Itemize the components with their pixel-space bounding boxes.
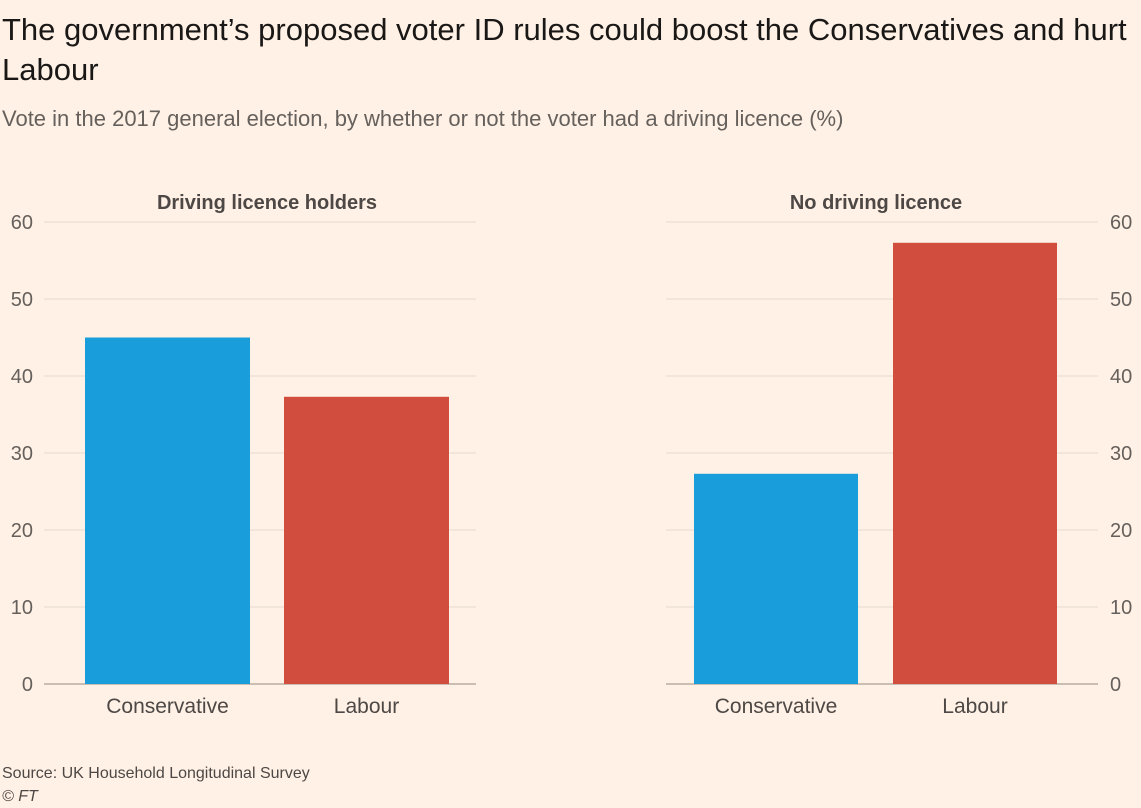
- bar-conservative: [85, 337, 250, 684]
- x-category-label: Labour: [942, 695, 1007, 718]
- y-tick-label: 20: [11, 520, 33, 542]
- y-tick-label: 40: [1110, 366, 1132, 388]
- y-tick-label: 50: [11, 289, 33, 311]
- bar-labour: [893, 242, 1057, 684]
- x-category-label: Conservative: [715, 695, 838, 718]
- chart-title: The government’s proposed voter ID rules…: [2, 12, 1127, 87]
- y-tick-label: 10: [11, 597, 33, 619]
- y-tick-label: 0: [1110, 674, 1121, 696]
- panel-title: No driving licence: [790, 192, 962, 214]
- source-note: Source: UK Household Longitudinal Survey: [2, 765, 310, 782]
- y-tick-label: 40: [11, 366, 33, 388]
- y-tick-label: 10: [1110, 597, 1132, 619]
- y-tick-label: 30: [11, 443, 33, 465]
- chart-panel-2: No driving licence 0 10 20 30 40 50 60 Conservat…: [666, 192, 1132, 718]
- copyright-note: © FT: [2, 788, 38, 805]
- x-category-label: Conservative: [106, 695, 229, 718]
- y-tick-label: 60: [1110, 212, 1132, 234]
- y-tick-label: 60: [11, 212, 33, 234]
- bar-conservative: [694, 473, 858, 684]
- bar-chart: Driving licence holders 0 10 20 30 40 50 60 Cons…: [11, 192, 1133, 718]
- panel-title: Driving licence holders: [157, 192, 377, 214]
- y-tick-label: 30: [1110, 443, 1132, 465]
- x-category-label: Labour: [334, 695, 399, 718]
- y-tick-label: 50: [1110, 289, 1132, 311]
- bar-labour: [284, 396, 449, 684]
- chart-subtitle: Vote in the 2017 general election, by wh…: [2, 106, 844, 131]
- chart-panel-1: Driving licence holders 0 10 20 30 40 50 60 Cons…: [11, 192, 476, 718]
- y-tick-label: 0: [22, 674, 33, 696]
- y-tick-label: 20: [1110, 520, 1132, 542]
